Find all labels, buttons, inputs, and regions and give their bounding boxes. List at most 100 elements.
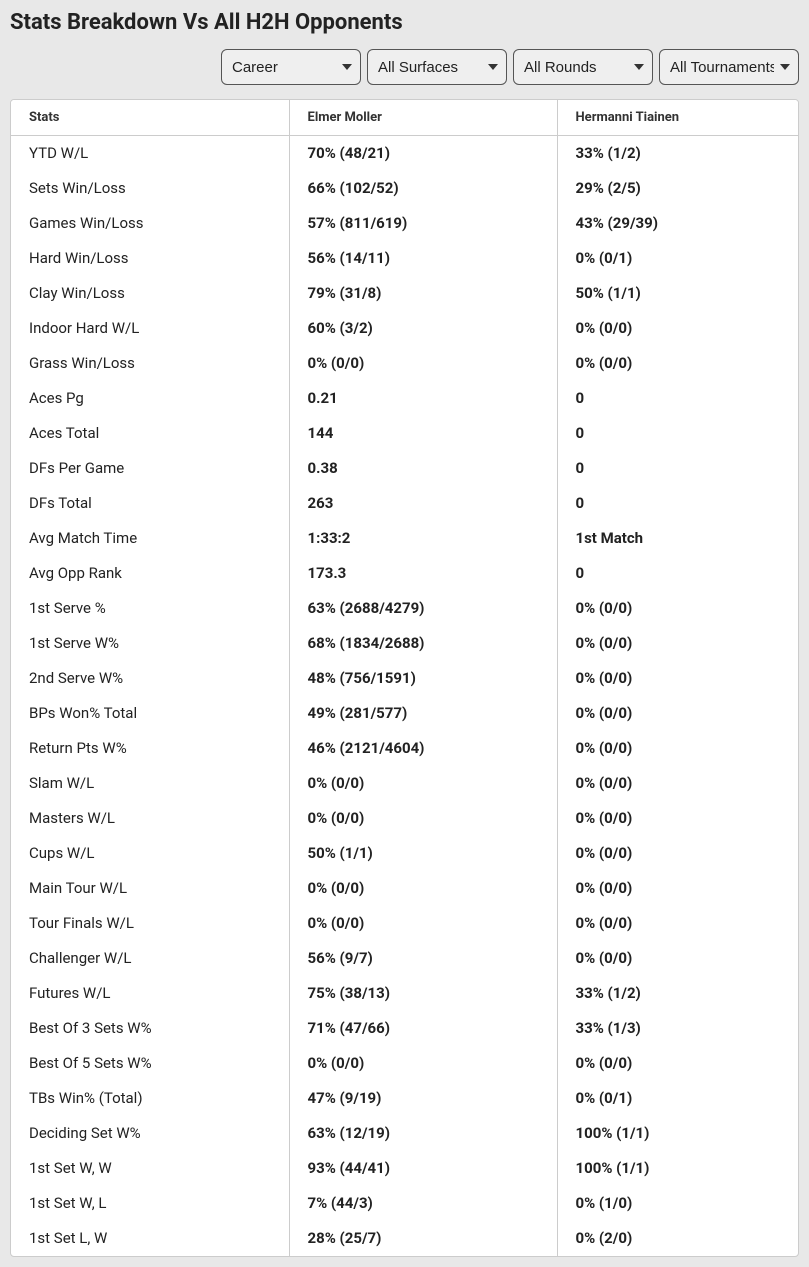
stat-value-player2: 0% (0/0)	[557, 626, 798, 661]
stat-value-player1: 0% (0/0)	[289, 801, 557, 836]
stat-value-player2: 1st Match	[557, 521, 798, 556]
stat-label: 1st Serve %	[11, 591, 289, 626]
stat-value-player1: 50% (1/1)	[289, 836, 557, 871]
stat-value-player2: 0	[557, 451, 798, 486]
stat-value-player1: 0% (0/0)	[289, 1046, 557, 1081]
stat-label: Deciding Set W%	[11, 1116, 289, 1151]
table-row: Best Of 3 Sets W%71% (47/66)33% (1/3)	[11, 1011, 798, 1046]
stat-label: Games Win/Loss	[11, 206, 289, 241]
stat-value-player2: 0	[557, 416, 798, 451]
stat-value-player2: 0% (0/0)	[557, 871, 798, 906]
stat-value-player1: 57% (811/619)	[289, 206, 557, 241]
stat-label: Challenger W/L	[11, 941, 289, 976]
stat-value-player1: 63% (2688/4279)	[289, 591, 557, 626]
stat-value-player2: 100% (1/1)	[557, 1151, 798, 1186]
table-row: Main Tour W/L0% (0/0)0% (0/0)	[11, 871, 798, 906]
stat-value-player1: 0% (0/0)	[289, 871, 557, 906]
table-row: Best Of 5 Sets W%0% (0/0)0% (0/0)	[11, 1046, 798, 1081]
table-row: YTD W/L70% (48/21)33% (1/2)	[11, 136, 798, 171]
round-select[interactable]: All Rounds	[513, 49, 653, 85]
table-row: 1st Set W, W93% (44/41)100% (1/1)	[11, 1151, 798, 1186]
period-select[interactable]: Career	[221, 49, 361, 85]
stat-label: Aces Pg	[11, 381, 289, 416]
stat-value-player1: 0% (0/0)	[289, 766, 557, 801]
stat-value-player2: 0% (0/0)	[557, 801, 798, 836]
table-row: Aces Pg0.210	[11, 381, 798, 416]
stat-label: Sets Win/Loss	[11, 171, 289, 206]
stat-value-player1: 60% (3/2)	[289, 311, 557, 346]
stat-value-player2: 0	[557, 556, 798, 591]
column-header-stats: Stats	[11, 100, 289, 136]
stat-value-player1: 71% (47/66)	[289, 1011, 557, 1046]
stat-label: Grass Win/Loss	[11, 346, 289, 381]
stat-label: Best Of 5 Sets W%	[11, 1046, 289, 1081]
stat-value-player1: 48% (756/1591)	[289, 661, 557, 696]
stat-value-player2: 43% (29/39)	[557, 206, 798, 241]
table-row: Hard Win/Loss56% (14/11)0% (0/1)	[11, 241, 798, 276]
stat-value-player1: 7% (44/3)	[289, 1186, 557, 1221]
table-row: 1st Serve %63% (2688/4279)0% (0/0)	[11, 591, 798, 626]
stat-label: Masters W/L	[11, 801, 289, 836]
page-title: Stats Breakdown Vs All H2H Opponents	[10, 10, 799, 35]
stat-label: Best Of 3 Sets W%	[11, 1011, 289, 1046]
stat-value-player2: 0% (0/0)	[557, 1046, 798, 1081]
stat-label: Return Pts W%	[11, 731, 289, 766]
stat-value-player2: 0% (0/1)	[557, 241, 798, 276]
stat-label: 1st Serve W%	[11, 626, 289, 661]
stat-value-player2: 0% (0/0)	[557, 591, 798, 626]
stat-value-player1: 63% (12/19)	[289, 1116, 557, 1151]
table-row: Clay Win/Loss79% (31/8)50% (1/1)	[11, 276, 798, 311]
stat-label: Avg Opp Rank	[11, 556, 289, 591]
stat-value-player2: 0% (0/0)	[557, 731, 798, 766]
table-row: DFs Per Game0.380	[11, 451, 798, 486]
stat-value-player1: 0.21	[289, 381, 557, 416]
stat-label: Futures W/L	[11, 976, 289, 1011]
stat-label: Aces Total	[11, 416, 289, 451]
stat-value-player2: 0	[557, 486, 798, 521]
table-row: Masters W/L0% (0/0)0% (0/0)	[11, 801, 798, 836]
table-row: Games Win/Loss57% (811/619)43% (29/39)	[11, 206, 798, 241]
stat-value-player1: 79% (31/8)	[289, 276, 557, 311]
surface-select[interactable]: All Surfaces	[367, 49, 507, 85]
stat-value-player1: 49% (281/577)	[289, 696, 557, 731]
stat-value-player2: 0	[557, 381, 798, 416]
stat-label: Clay Win/Loss	[11, 276, 289, 311]
table-row: BPs Won% Total49% (281/577)0% (0/0)	[11, 696, 798, 731]
stat-value-player1: 144	[289, 416, 557, 451]
stat-value-player2: 0% (0/0)	[557, 836, 798, 871]
stat-value-player1: 93% (44/41)	[289, 1151, 557, 1186]
stat-value-player2: 0% (2/0)	[557, 1221, 798, 1256]
table-row: Avg Opp Rank173.30	[11, 556, 798, 591]
stat-label: TBs Win% (Total)	[11, 1081, 289, 1116]
stat-value-player1: 1:33:2	[289, 521, 557, 556]
stat-value-player1: 47% (9/19)	[289, 1081, 557, 1116]
stat-value-player2: 0% (0/0)	[557, 346, 798, 381]
stat-value-player1: 173.3	[289, 556, 557, 591]
stat-value-player2: 100% (1/1)	[557, 1116, 798, 1151]
table-row: Tour Finals W/L0% (0/0)0% (0/0)	[11, 906, 798, 941]
stat-value-player2: 0% (0/0)	[557, 906, 798, 941]
table-row: Challenger W/L56% (9/7)0% (0/0)	[11, 941, 798, 976]
stat-value-player1: 56% (14/11)	[289, 241, 557, 276]
stats-table: Stats Elmer Moller Hermanni Tiainen YTD …	[11, 100, 798, 1256]
tournament-select[interactable]: All Tournaments	[659, 49, 799, 85]
table-row: Grass Win/Loss0% (0/0)0% (0/0)	[11, 346, 798, 381]
table-row: 1st Set L, W28% (25/7)0% (2/0)	[11, 1221, 798, 1256]
stat-value-player2: 0% (1/0)	[557, 1186, 798, 1221]
table-row: Cups W/L50% (1/1)0% (0/0)	[11, 836, 798, 871]
stat-label: BPs Won% Total	[11, 696, 289, 731]
stat-label: 1st Set W, W	[11, 1151, 289, 1186]
table-row: DFs Total2630	[11, 486, 798, 521]
column-header-player2: Hermanni Tiainen	[557, 100, 798, 136]
stat-value-player2: 33% (1/3)	[557, 1011, 798, 1046]
stat-value-player2: 0% (0/0)	[557, 661, 798, 696]
stat-label: Main Tour W/L	[11, 871, 289, 906]
stat-label: Avg Match Time	[11, 521, 289, 556]
stat-value-player2: 0% (0/0)	[557, 696, 798, 731]
stat-value-player2: 0% (0/1)	[557, 1081, 798, 1116]
stat-value-player1: 0.38	[289, 451, 557, 486]
stat-label: DFs Total	[11, 486, 289, 521]
table-row: Indoor Hard W/L60% (3/2)0% (0/0)	[11, 311, 798, 346]
stat-value-player1: 0% (0/0)	[289, 906, 557, 941]
stat-value-player1: 46% (2121/4604)	[289, 731, 557, 766]
